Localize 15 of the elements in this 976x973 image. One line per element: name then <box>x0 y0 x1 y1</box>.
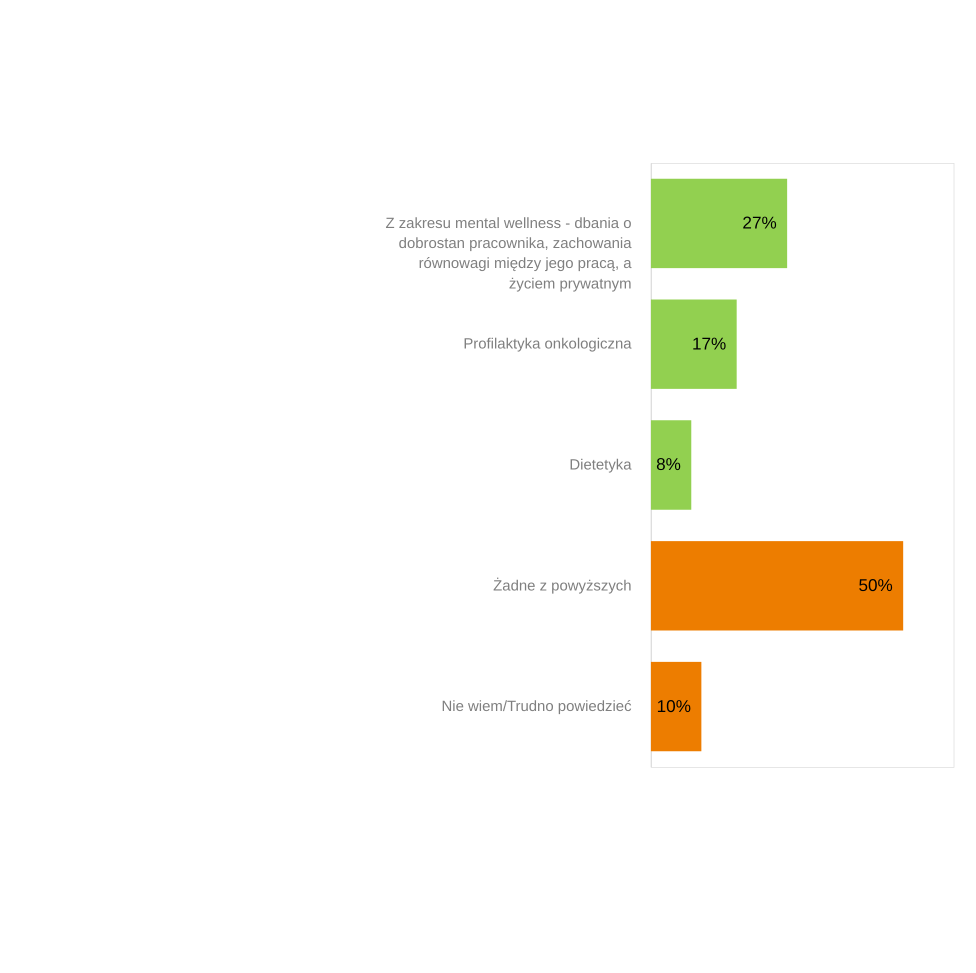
y-tick-label: Z zakresu mental wellness - dbania o dobrostan pracownika, zachowania równowagi między jego pracą, a życiem prywatnym <box>385 216 632 292</box>
bar <box>650 662 702 752</box>
bar <box>650 178 788 268</box>
bar <box>650 541 904 630</box>
bar <box>650 300 737 389</box>
data-label: 10% <box>656 696 691 716</box>
data-label: 8% <box>656 454 681 474</box>
y-tick-label: Profilaktyka onkologiczna <box>463 336 632 353</box>
data-label: 27% <box>742 212 777 233</box>
y-tick-label: Nie wiem/Trudno powiedzieć <box>442 699 632 716</box>
y-tick-label: Dietetyka <box>569 457 632 474</box>
y-tick-label: Żadne z powyższych <box>493 577 632 594</box>
bar <box>650 420 692 510</box>
data-label: 50% <box>858 575 893 596</box>
data-label: 17% <box>692 333 726 354</box>
